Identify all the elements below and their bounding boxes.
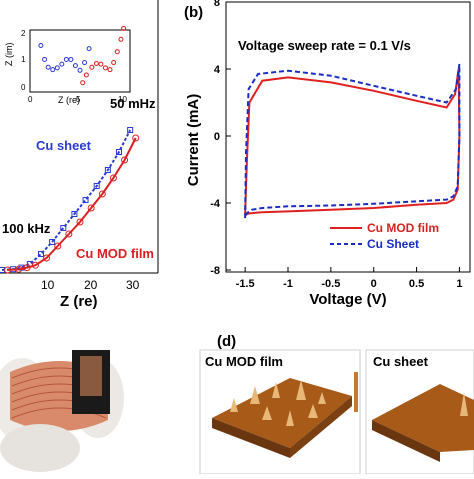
inset-xlabel: Z (re)	[58, 95, 80, 105]
inset-point-1	[83, 72, 89, 78]
inset-point-0	[72, 63, 78, 69]
inset-point-1	[118, 36, 124, 42]
inset-point-1	[114, 49, 120, 55]
b-ytick-label: -8	[210, 265, 220, 277]
a-point-sheet	[104, 167, 111, 173]
inset-plot: Z (im) 2 1 0 0 5 10 Z (re)	[4, 25, 131, 105]
b-xtick-label: -1	[283, 278, 293, 290]
inset-point-1	[93, 60, 99, 66]
a-point-mod	[132, 134, 140, 142]
inset-point-1	[111, 60, 117, 66]
inset-ytick-0: 0	[21, 83, 26, 92]
a-point-sheet	[71, 211, 78, 217]
a-point-sheet	[82, 197, 89, 203]
a-point-mod	[65, 230, 73, 238]
a-legend-cu-mod: Cu MOD film	[76, 246, 154, 261]
b-series-cu-mod-film	[244, 68, 461, 216]
a-annotation-50mhz: 50 mHz	[110, 96, 156, 111]
b-xtick-label: -0.5	[321, 278, 340, 290]
b-xlabel: Voltage (V)	[309, 291, 386, 308]
a-point-mod	[23, 264, 31, 272]
a-legend-cu-sheet: Cu sheet	[36, 138, 92, 153]
b-xtick-label: 0.5	[409, 278, 424, 290]
a-point-mod	[31, 261, 39, 269]
inset-point-1	[102, 65, 108, 71]
inset-point-0	[59, 61, 65, 67]
a-point-mod	[4, 266, 12, 274]
b-plot-frame	[225, 1, 471, 273]
inset-point-0	[63, 56, 69, 62]
a-point-mod	[121, 156, 129, 164]
b-ytick-label: 8	[214, 0, 220, 9]
inset-point-0	[50, 67, 56, 73]
inset-ytick-1: 1	[21, 55, 26, 64]
inset-point-0	[42, 56, 48, 62]
b-legend-cu-sheet: Cu Sheet	[367, 237, 419, 251]
b-title: Voltage sweep rate = 0.1 V/s	[238, 38, 411, 53]
a-point-sheet	[93, 183, 100, 189]
a-xlabel: Z (re)	[60, 293, 98, 310]
a-point-mod	[15, 265, 23, 273]
b-ytick-label: 0	[214, 131, 220, 143]
inset-point-1	[80, 80, 86, 86]
a-annotation-100khz: 100 kHz	[2, 221, 51, 236]
inset-point-0	[54, 65, 60, 71]
a-point-sheet	[127, 127, 134, 133]
b-series-cu-sheet	[244, 63, 461, 219]
a-point-mod	[98, 190, 106, 198]
a-point-sheet	[116, 149, 122, 155]
panel-d: (d) Cu MOD film Cu sheet	[199, 333, 474, 475]
inset-point-0	[86, 46, 92, 52]
a-xtick-30: 30	[126, 278, 140, 292]
inset-point-0	[82, 60, 88, 66]
a-point-sheet	[49, 239, 56, 245]
b-legend: Cu MOD film Cu Sheet	[330, 221, 439, 251]
inset-point-1	[89, 64, 95, 70]
inset-xtick-2: 10	[118, 95, 127, 104]
b-xtick-label: 1	[456, 278, 462, 290]
inset-xtick-1: 5	[76, 95, 81, 104]
a-series-line-1	[7, 137, 137, 271]
inset-xtick-0: 0	[28, 95, 33, 104]
a-point-mod	[87, 204, 95, 212]
afm-image-mod-film: Cu MOD film	[199, 349, 361, 475]
inset-point-1	[107, 67, 113, 73]
a-xtick-20: 20	[84, 278, 98, 292]
panel-d-label: (d)	[217, 333, 236, 350]
b-legend-cu-mod: Cu MOD film	[367, 221, 439, 235]
panel-b: (b) Voltage sweep rate = 0.1 V/s Current…	[184, 0, 471, 308]
panel-b-label: (b)	[184, 4, 203, 21]
inset-ylabel: Z (im)	[4, 43, 14, 67]
a-point-sheet	[38, 251, 44, 257]
a-xtick-10: 10	[41, 278, 55, 292]
inset-point-0	[68, 56, 74, 62]
b-ylabel: Current (mA)	[185, 94, 202, 187]
a-point-mod	[76, 218, 84, 226]
inset-ytick-2: 2	[21, 29, 26, 38]
afm-title-mod: Cu MOD film	[205, 354, 283, 369]
inset-point-0	[38, 43, 44, 48]
inset-frame	[29, 29, 131, 93]
b-ytick-label: -4	[210, 198, 221, 210]
b-xtick-label: -1.5	[236, 278, 255, 290]
inset-point-1	[121, 25, 127, 31]
b-ytick-label: 4	[214, 64, 221, 76]
a-point-mod	[54, 242, 62, 250]
a-point-mod	[43, 254, 51, 262]
b-xtick-label: 0	[371, 278, 377, 290]
panel-a: Z (im) 2 1 0 0 5 10 Z (re) 50 mHz Cu she…	[0, 0, 159, 310]
a-series-line-0	[1, 129, 131, 271]
afm-title-sheet: Cu sheet	[373, 354, 429, 369]
panel-c-photo	[0, 330, 124, 474]
inset-point-1	[98, 61, 104, 67]
afm-image-cu-sheet: Cu sheet	[365, 349, 474, 475]
inset-point-0	[45, 64, 51, 70]
inset-point-0	[77, 67, 83, 73]
a-point-mod	[109, 174, 117, 182]
a-point-sheet	[60, 225, 67, 231]
